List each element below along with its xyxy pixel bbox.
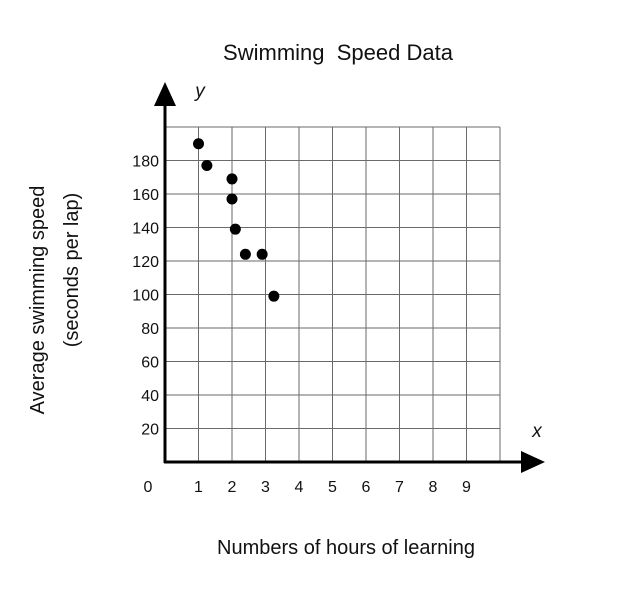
grid-lines <box>165 126 501 462</box>
x-tick-label: 8 <box>429 479 438 496</box>
chart-title: Swimming Speed Data <box>223 40 454 65</box>
y-tick-label: 80 <box>141 321 159 338</box>
y-tick-label: 160 <box>132 187 159 204</box>
y-tick-labels: 20 40 60 80 100 120 140 160 180 <box>132 154 159 439</box>
x-tick-label: 5 <box>328 479 337 496</box>
x-tick-label: 1 <box>194 479 203 496</box>
x-axis-variable: x <box>531 421 543 442</box>
data-point <box>256 248 268 260</box>
x-axis-arrow-icon <box>521 451 545 473</box>
data-point <box>226 193 238 205</box>
y-axis-arrow-icon <box>154 82 176 106</box>
x-tick-label: 6 <box>362 479 371 496</box>
data-point <box>229 223 241 235</box>
y-axis-title-line2: (seconds per lap) <box>61 193 83 348</box>
x-tick-label: 9 <box>462 479 471 496</box>
y-tick-label: 120 <box>132 254 159 271</box>
data-point <box>268 290 280 302</box>
data-points <box>193 138 280 302</box>
y-tick-label: 60 <box>141 355 159 372</box>
x-tick-labels: 1 2 3 4 5 6 7 8 9 <box>194 479 471 496</box>
y-tick-label: 140 <box>132 221 159 238</box>
x-tick-label: 3 <box>261 479 270 496</box>
y-axis-title-line1: Average swimming speed <box>27 186 49 415</box>
x-axis-title: Numbers of hours of learning <box>217 537 475 559</box>
x-tick-label: 2 <box>228 479 237 496</box>
y-tick-label: 40 <box>141 388 159 405</box>
x-tick-label: 4 <box>295 479 304 496</box>
data-point <box>201 160 213 172</box>
origin-label: 0 <box>144 479 153 496</box>
data-point <box>193 138 204 150</box>
y-tick-label: 180 <box>132 154 159 171</box>
y-tick-label: 20 <box>141 422 159 439</box>
y-tick-label: 100 <box>132 288 159 305</box>
data-point <box>239 248 251 260</box>
x-tick-label: 7 <box>395 479 404 496</box>
y-axis-variable: y <box>193 81 206 102</box>
data-point <box>226 173 238 185</box>
